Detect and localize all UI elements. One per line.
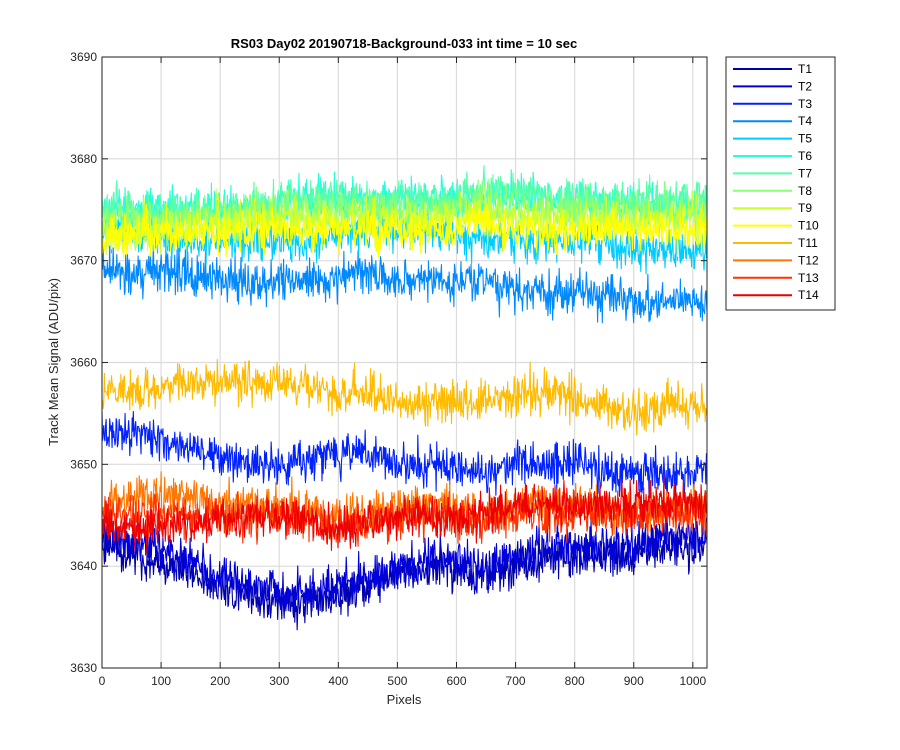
y-tick-label: 3660 — [70, 356, 97, 370]
legend-label-t1: T1 — [798, 62, 812, 76]
y-tick-label: 3690 — [70, 50, 97, 64]
x-tick-label: 800 — [565, 674, 585, 688]
y-tick-label: 3670 — [70, 254, 97, 268]
legend-box — [725, 56, 836, 311]
x-tick-label: 200 — [210, 674, 230, 688]
x-tick-label: 700 — [506, 674, 526, 688]
legend-label-t13: T13 — [798, 271, 819, 285]
legend: T1 T2 T3 T4 T5 T6 T7 T8 T9 T10 T11 T12 T13 T14 — [725, 56, 836, 311]
legend-label-t5: T5 — [798, 132, 812, 146]
legend-label-t4: T4 — [798, 114, 812, 128]
series-line-t11 — [101, 358, 708, 436]
x-tick-label: 900 — [624, 674, 644, 688]
x-tick-label: 400 — [328, 674, 348, 688]
x-tick-label: 100 — [151, 674, 171, 688]
series-line-t2 — [101, 510, 708, 618]
x-tick-label: 600 — [446, 674, 466, 688]
legend-label-t6: T6 — [798, 149, 812, 163]
legend-label-t7: T7 — [798, 166, 812, 180]
y-tick-label: 3650 — [70, 457, 97, 471]
y-tick-label: 3640 — [70, 559, 97, 573]
legend-label-t2: T2 — [798, 79, 812, 93]
series-line-t4 — [101, 244, 708, 324]
chart-title: RS03 Day02 20190718-Background-033 int t… — [231, 36, 578, 51]
legend-label-t9: T9 — [798, 201, 812, 215]
x-tick-label: 500 — [387, 674, 407, 688]
y-tick-label: 3630 — [70, 661, 97, 675]
x-tick-label: 300 — [269, 674, 289, 688]
y-axis-label: Track Mean Signal (ADU/pix) — [46, 278, 61, 446]
plot-area: 0 100 200 300 400 500 600 700 800 900 1000 3630 3640… — [70, 50, 708, 688]
y-tick-label: 3680 — [70, 152, 97, 166]
legend-label-t12: T12 — [798, 253, 819, 267]
x-tick-label: 1000 — [679, 674, 706, 688]
legend-label-t11: T11 — [798, 236, 818, 250]
series-line-t3 — [101, 410, 708, 501]
x-axis-label: Pixels — [387, 692, 422, 707]
legend-label-t10: T10 — [798, 219, 819, 233]
series-line-t10 — [101, 197, 708, 259]
series-layer — [101, 165, 708, 631]
legend-label-t8: T8 — [798, 184, 812, 198]
x-tick-label: 0 — [99, 674, 106, 688]
ticks: 0 100 200 300 400 500 600 700 800 900 1000 3630 3640… — [70, 50, 707, 688]
legend-label-t14: T14 — [798, 288, 819, 302]
legend-label-t3: T3 — [798, 97, 812, 111]
series-line-t14 — [101, 474, 708, 556]
